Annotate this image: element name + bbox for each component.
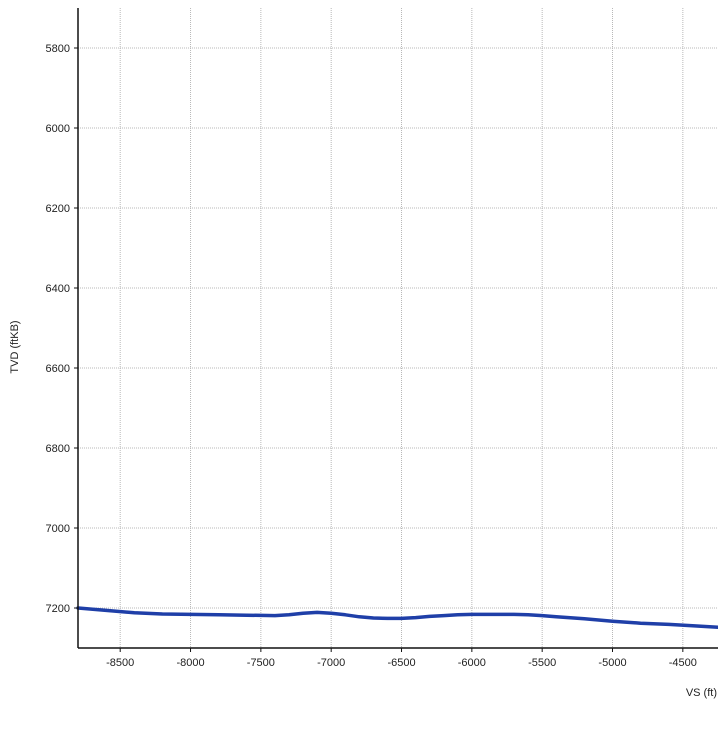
x-tick-label: -8000 <box>176 657 204 669</box>
x-tick-label: -5500 <box>528 657 556 669</box>
series-line <box>76 606 718 629</box>
y-tick-label: 7200 <box>46 603 70 615</box>
y-tick-label: 6400 <box>46 283 70 295</box>
y-tick-label: 7000 <box>46 523 70 535</box>
axes <box>74 8 718 652</box>
x-tick-label: -6000 <box>458 657 486 669</box>
x-tick-labels: -8500 -8000 -7500 -7000 -6500 -6000 -5500 -5000… <box>106 657 697 669</box>
x-tick-label: -8500 <box>106 657 134 669</box>
y-tick-label: 6200 <box>46 203 70 215</box>
y-tick-label: 6600 <box>46 363 70 375</box>
x-tick-label: -7000 <box>317 657 345 669</box>
x-tick-label: -4500 <box>669 657 697 669</box>
x-axis-title: VS (ft) <box>686 687 717 699</box>
y-axis-title: TVD (ftKB) <box>9 320 21 373</box>
x-tick-label: -6500 <box>387 657 415 669</box>
x-tick-label: -7500 <box>247 657 275 669</box>
y-gridlines <box>78 47 718 609</box>
x-tick-label: -5000 <box>598 657 626 669</box>
y-tick-label: 6000 <box>46 123 70 135</box>
y-tick-labels: 5800 6000 6200 6400 6600 6800 7000 7200 <box>46 43 70 615</box>
series-layer <box>76 606 718 629</box>
x-gridlines <box>119 8 684 648</box>
y-tick-label: 5800 <box>46 43 70 55</box>
y-tick-label: 6800 <box>46 443 70 455</box>
